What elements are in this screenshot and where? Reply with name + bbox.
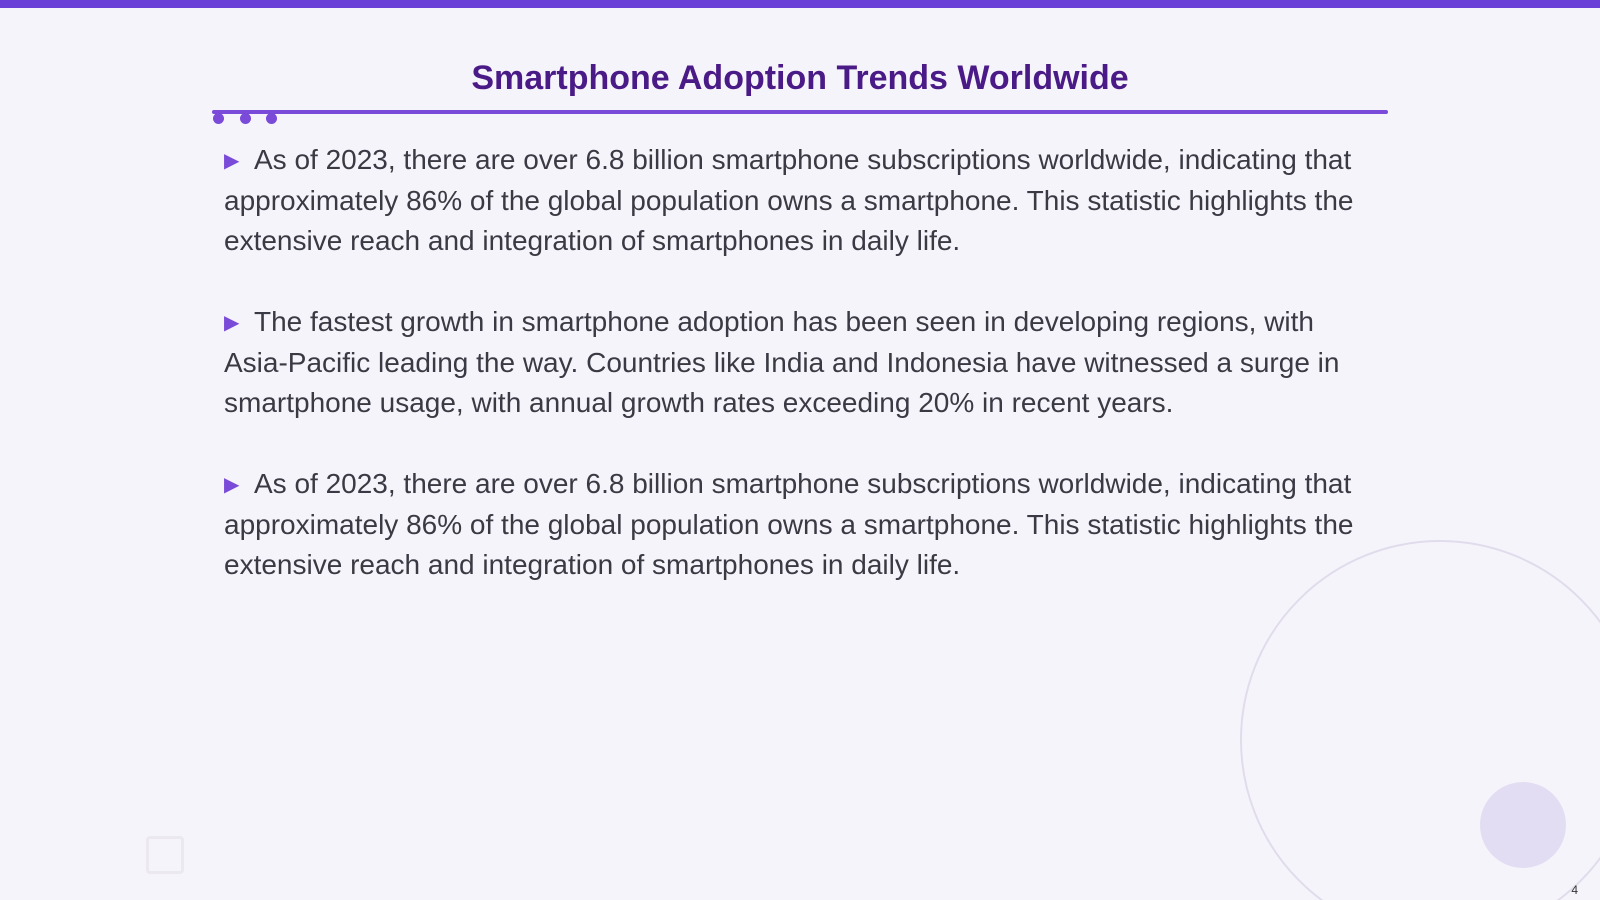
bullet-list: ▶ As of 2023, there are over 6.8 billion … — [224, 140, 1374, 626]
triangle-right-icon: ▶ — [224, 474, 240, 496]
decorative-ring — [1240, 540, 1600, 900]
bullet-item: ▶ As of 2023, there are over 6.8 billion … — [224, 464, 1374, 585]
decorative-dot — [240, 113, 251, 124]
triangle-right-icon: ▶ — [224, 150, 240, 172]
bullet-text: As of 2023, there are over 6.8 billion s… — [224, 144, 1354, 256]
bullet-item: ▶ The fastest growth in smartphone adopti… — [224, 302, 1374, 423]
decorative-dot — [266, 113, 277, 124]
page-number: 4 — [1571, 883, 1578, 897]
bullet-item: ▶ As of 2023, there are over 6.8 billion … — [224, 140, 1374, 261]
slide-title: Smartphone Adoption Trends Worldwide — [471, 59, 1129, 97]
bullet-text: As of 2023, there are over 6.8 billion s… — [224, 468, 1354, 580]
top-accent-bar — [0, 0, 1600, 8]
triangle-right-icon: ▶ — [224, 312, 240, 334]
title-underline — [212, 110, 1388, 114]
bullet-text: The fastest growth in smartphone adoptio… — [224, 306, 1340, 418]
decorative-square — [146, 836, 184, 874]
decorative-circle — [1480, 782, 1566, 868]
decorative-dot — [213, 113, 224, 124]
